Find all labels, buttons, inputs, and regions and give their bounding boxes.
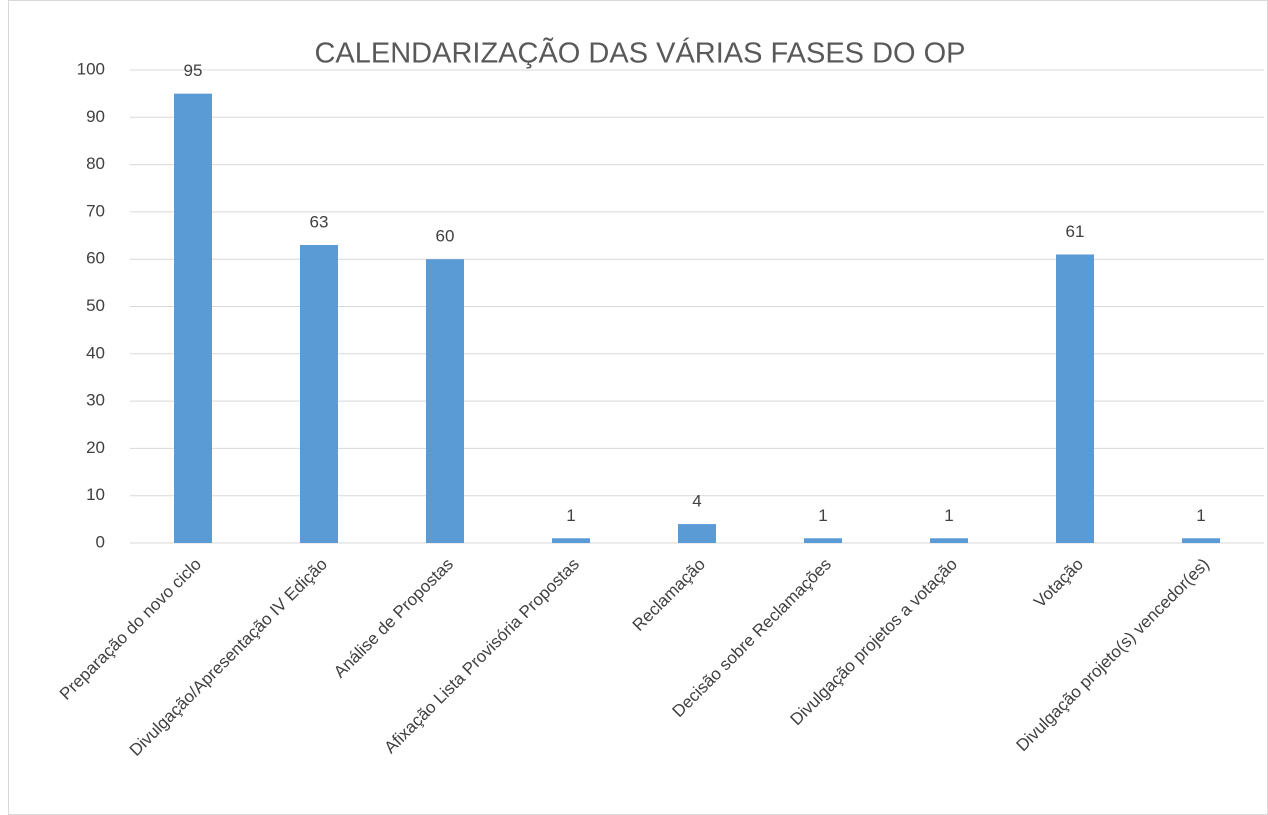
data-label: 1 <box>818 506 827 525</box>
y-tick-label: 40 <box>86 343 105 362</box>
data-label: 63 <box>310 212 329 231</box>
y-tick-label: 50 <box>86 296 105 315</box>
bar <box>552 538 590 543</box>
bar <box>1056 254 1094 543</box>
data-label: 1 <box>944 506 953 525</box>
bar <box>426 259 464 543</box>
data-label: 4 <box>692 492 701 511</box>
y-tick-label: 60 <box>86 249 105 268</box>
bar <box>678 524 716 543</box>
data-label: 1 <box>1196 506 1205 525</box>
bar <box>300 245 338 543</box>
y-tick-label: 20 <box>86 438 105 457</box>
y-tick-label: 0 <box>96 532 105 551</box>
y-tick-label: 100 <box>77 59 105 78</box>
y-tick-label: 80 <box>86 154 105 173</box>
chart-title: CALENDARIZAÇÃO DAS VÁRIAS FASES DO OP <box>314 36 965 70</box>
bar <box>930 538 968 543</box>
bar <box>804 538 842 543</box>
bar <box>174 93 212 544</box>
y-tick-label: 70 <box>86 201 105 220</box>
y-tick-label: 30 <box>86 391 105 410</box>
y-tick-label: 90 <box>86 107 105 126</box>
data-label: 61 <box>1066 222 1085 241</box>
data-label: 60 <box>436 227 455 246</box>
data-label: 1 <box>566 506 575 525</box>
data-label: 95 <box>184 61 203 80</box>
bar <box>1182 538 1220 543</box>
y-tick-label: 10 <box>86 485 105 504</box>
